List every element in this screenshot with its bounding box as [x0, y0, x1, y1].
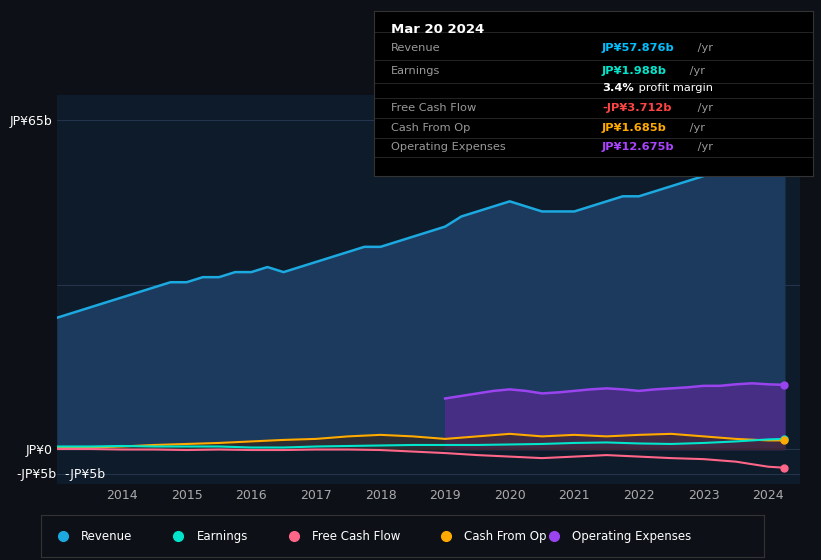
Text: JP¥1.988b: JP¥1.988b: [602, 66, 667, 76]
Text: Operating Expenses: Operating Expenses: [391, 142, 506, 152]
Text: Revenue: Revenue: [80, 530, 132, 543]
Text: -JP¥5b: -JP¥5b: [16, 468, 57, 481]
Text: -JP¥5b: -JP¥5b: [57, 468, 106, 481]
Text: Free Cash Flow: Free Cash Flow: [391, 103, 476, 113]
Text: Free Cash Flow: Free Cash Flow: [312, 530, 401, 543]
Text: Mar 20 2024: Mar 20 2024: [391, 23, 484, 36]
Text: Earnings: Earnings: [196, 530, 248, 543]
Text: /yr: /yr: [695, 103, 713, 113]
Text: Cash From Op: Cash From Op: [464, 530, 546, 543]
Text: JP¥1.685b: JP¥1.685b: [602, 123, 667, 133]
Text: /yr: /yr: [686, 66, 705, 76]
Text: -JP¥3.712b: -JP¥3.712b: [602, 103, 672, 113]
Text: profit margin: profit margin: [635, 83, 713, 93]
Text: 3.4%: 3.4%: [602, 83, 634, 93]
Text: Operating Expenses: Operating Expenses: [572, 530, 691, 543]
Text: Revenue: Revenue: [391, 43, 441, 53]
Text: /yr: /yr: [695, 142, 713, 152]
Text: JP¥57.876b: JP¥57.876b: [602, 43, 675, 53]
Text: /yr: /yr: [695, 43, 713, 53]
Text: Earnings: Earnings: [391, 66, 441, 76]
Text: JP¥12.675b: JP¥12.675b: [602, 142, 675, 152]
Text: /yr: /yr: [686, 123, 705, 133]
Text: Cash From Op: Cash From Op: [391, 123, 470, 133]
